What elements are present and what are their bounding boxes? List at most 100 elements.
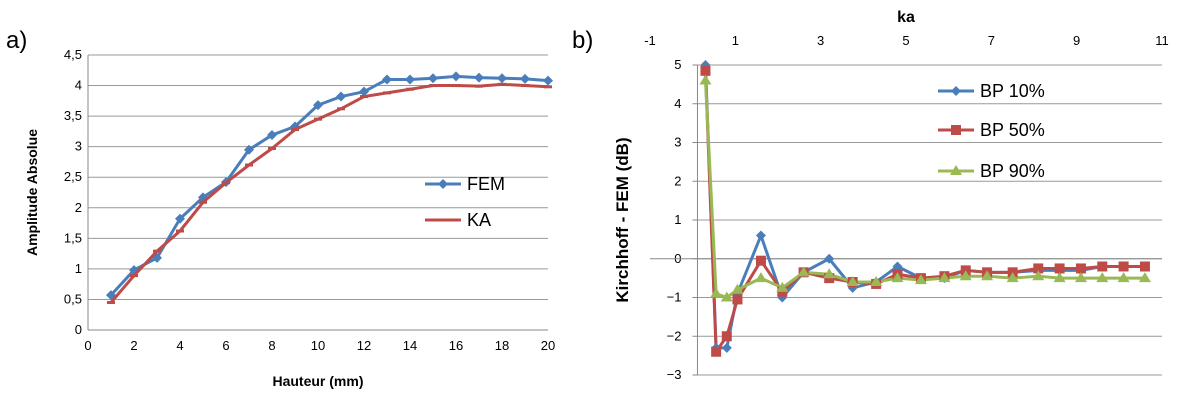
y-tick-label: 3: [674, 135, 681, 150]
x-tick-label: 2: [130, 338, 137, 353]
data-point: [405, 74, 415, 85]
legend-label: BP 50%: [980, 120, 1045, 140]
y-tick-label: 0,5: [64, 291, 82, 306]
data-point: [1097, 261, 1108, 272]
x-tick-label: 12: [357, 338, 371, 353]
legend-marker: [951, 125, 961, 135]
data-point: [267, 130, 277, 141]
legend-marker: [950, 165, 962, 175]
data-point: [313, 100, 323, 111]
x-tick-label: 11: [1155, 33, 1169, 48]
panel-label-a: a): [6, 27, 27, 54]
data-point: [451, 71, 461, 82]
data-point: [1054, 263, 1065, 274]
data-point: [222, 181, 230, 185]
x-tick-label: 10: [311, 338, 325, 353]
data-point: [700, 65, 711, 76]
y-tick-label: 4: [674, 96, 681, 111]
x-tick-label: 1: [732, 33, 739, 48]
y-tick-label: −2: [667, 328, 682, 343]
data-point: [498, 82, 506, 86]
data-point: [892, 261, 903, 272]
data-point: [1118, 261, 1129, 272]
data-point: [1006, 272, 1019, 283]
data-point: [520, 73, 530, 84]
data-point: [823, 268, 836, 279]
legend-label: BP 10%: [980, 81, 1045, 101]
data-point: [721, 331, 732, 342]
data-point: [497, 73, 507, 84]
y-tick-label: 3,5: [64, 108, 82, 123]
data-point: [245, 163, 253, 167]
data-point: [824, 253, 835, 264]
legend-label: KA: [467, 210, 491, 230]
data-point: [1074, 272, 1087, 283]
data-point: [710, 287, 723, 298]
panel-label-b: b): [572, 27, 593, 54]
x-tick-label: 8: [268, 338, 275, 353]
data-point: [474, 72, 484, 83]
data-point: [754, 272, 767, 283]
chart-a: 0 0,5 1 1,5 2 2,5 3 3,5 4 4,5 0 2 4 6 8 10 12 14 16 18 20 Hau…: [24, 47, 555, 389]
data-point: [755, 230, 766, 241]
data-point: [199, 200, 207, 204]
data-point: [981, 270, 994, 281]
y-tick-label: 3: [75, 139, 82, 154]
data-point: [175, 213, 185, 224]
data-point: [711, 346, 722, 357]
y-tick-label: 2: [75, 200, 82, 215]
data-point: [360, 95, 368, 99]
data-point: [268, 147, 276, 150]
data-point: [1139, 261, 1150, 272]
y-tick-label: 4: [75, 78, 82, 93]
series-line: [703, 80, 1145, 299]
x-tick-label: 3: [817, 33, 824, 48]
data-point: [244, 144, 254, 155]
data-point: [755, 255, 766, 266]
y-tick-label: 1,5: [64, 230, 82, 245]
y-tick-label: −3: [667, 367, 682, 382]
y-axis-title: Amplitude Absolue: [24, 129, 40, 256]
data-point: [337, 107, 345, 111]
y-tick-label: 0: [75, 322, 82, 337]
x-tick-label: 14: [403, 338, 417, 353]
data-point: [521, 84, 529, 88]
y-tick-label: 1: [674, 212, 681, 227]
x-tick-label: 7: [988, 33, 995, 48]
x-tick-label: 20: [541, 338, 555, 353]
data-point: [1096, 272, 1109, 283]
legend-marker: [951, 86, 961, 96]
data-point: [891, 272, 904, 283]
data-point: [382, 74, 392, 85]
data-point: [383, 91, 391, 95]
data-point: [938, 272, 951, 283]
y-tick-label: 1: [75, 261, 82, 276]
data-point: [291, 128, 299, 132]
data-point: [721, 342, 732, 353]
x-axis-title: Hauteur (mm): [272, 373, 363, 389]
data-point: [797, 266, 810, 277]
data-point: [336, 91, 346, 102]
y-tick-label: 2,5: [64, 169, 82, 184]
series-line: [703, 70, 1145, 354]
data-point: [870, 276, 883, 286]
data-point: [720, 291, 733, 302]
y-axis-title: Kirchhoff - FEM (dB): [613, 137, 632, 302]
data-point: [544, 85, 552, 89]
x-tick-label: 18: [495, 338, 509, 353]
legend-marker: [439, 218, 447, 222]
data-point: [959, 270, 972, 281]
data-point: [1032, 270, 1045, 281]
legend-label: FEM: [467, 174, 505, 194]
data-point: [130, 274, 138, 278]
y-tick-label: −1: [667, 290, 682, 305]
data-point: [428, 73, 438, 84]
legend-marker: [438, 179, 448, 189]
data-point: [731, 283, 744, 294]
y-tick-label: 4,5: [64, 47, 82, 62]
legend-label: BP 90%: [980, 161, 1045, 181]
x-axis-title: ka: [897, 9, 915, 26]
x-tick-label: 16: [449, 338, 463, 353]
